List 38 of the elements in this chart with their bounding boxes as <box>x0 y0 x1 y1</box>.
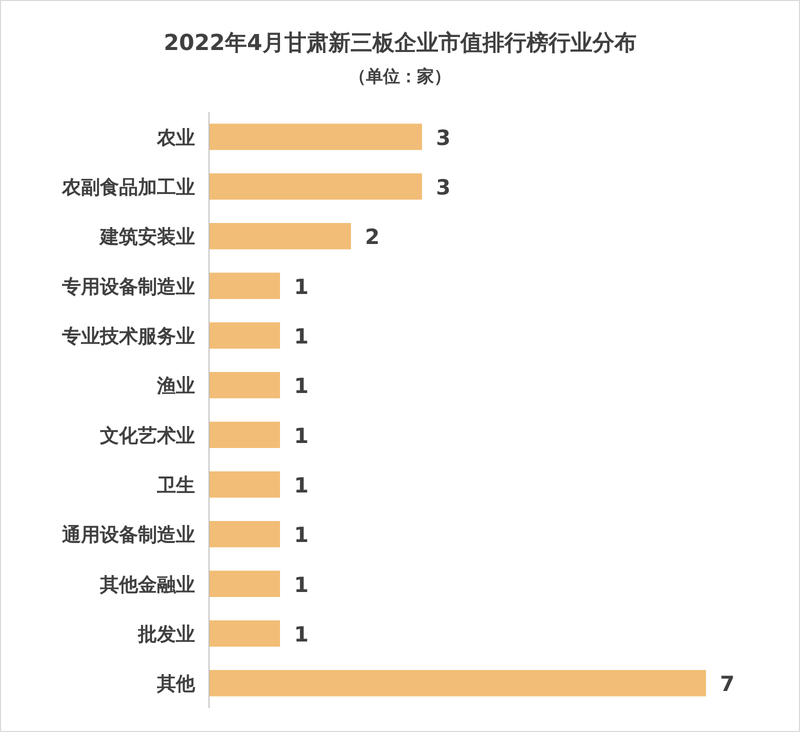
data-label: 7 <box>720 672 735 696</box>
y-tick-label: 建筑安装业 <box>98 226 195 248</box>
y-tick-label: 农副食品加工业 <box>61 176 195 198</box>
data-label: 1 <box>294 523 309 548</box>
data-label: 1 <box>294 474 309 498</box>
bar <box>209 372 280 398</box>
y-tick-label: 专业技术服务业 <box>61 326 195 348</box>
y-tick-label: 专用设备制造业 <box>61 276 195 298</box>
bar <box>209 422 280 448</box>
bar <box>209 173 422 200</box>
data-label: 3 <box>436 176 451 200</box>
bar <box>209 670 706 696</box>
data-label: 1 <box>294 274 309 299</box>
bar <box>209 620 280 647</box>
bar <box>209 521 280 548</box>
y-tick-label: 其他 <box>156 673 196 696</box>
y-tick-label: 文化艺术业 <box>99 424 195 447</box>
data-label: 1 <box>294 424 309 448</box>
y-tick-label: 批发业 <box>137 624 195 646</box>
y-tick-label: 通用设备制造业 <box>61 524 195 546</box>
bar <box>209 471 280 498</box>
data-label: 1 <box>294 572 309 597</box>
data-label: 1 <box>294 374 309 398</box>
data-label: 2 <box>365 225 380 250</box>
bar <box>209 124 422 150</box>
chart-subtitle: （单位：家） <box>349 67 451 87</box>
y-tick-label: 渔业 <box>156 375 195 398</box>
bar <box>209 272 280 299</box>
data-label: 1 <box>294 622 309 646</box>
y-tick-label: 其他金融业 <box>99 574 195 596</box>
bar <box>209 322 280 349</box>
y-tick-label: 农业 <box>156 126 195 149</box>
y-tick-label: 卫生 <box>156 474 195 496</box>
bar <box>209 223 351 250</box>
bar <box>209 570 280 597</box>
data-label: 1 <box>294 324 309 348</box>
chart-title: 2022年4月甘肃新三板企业市值排行榜行业分布 <box>164 30 636 56</box>
data-label: 3 <box>436 126 451 150</box>
